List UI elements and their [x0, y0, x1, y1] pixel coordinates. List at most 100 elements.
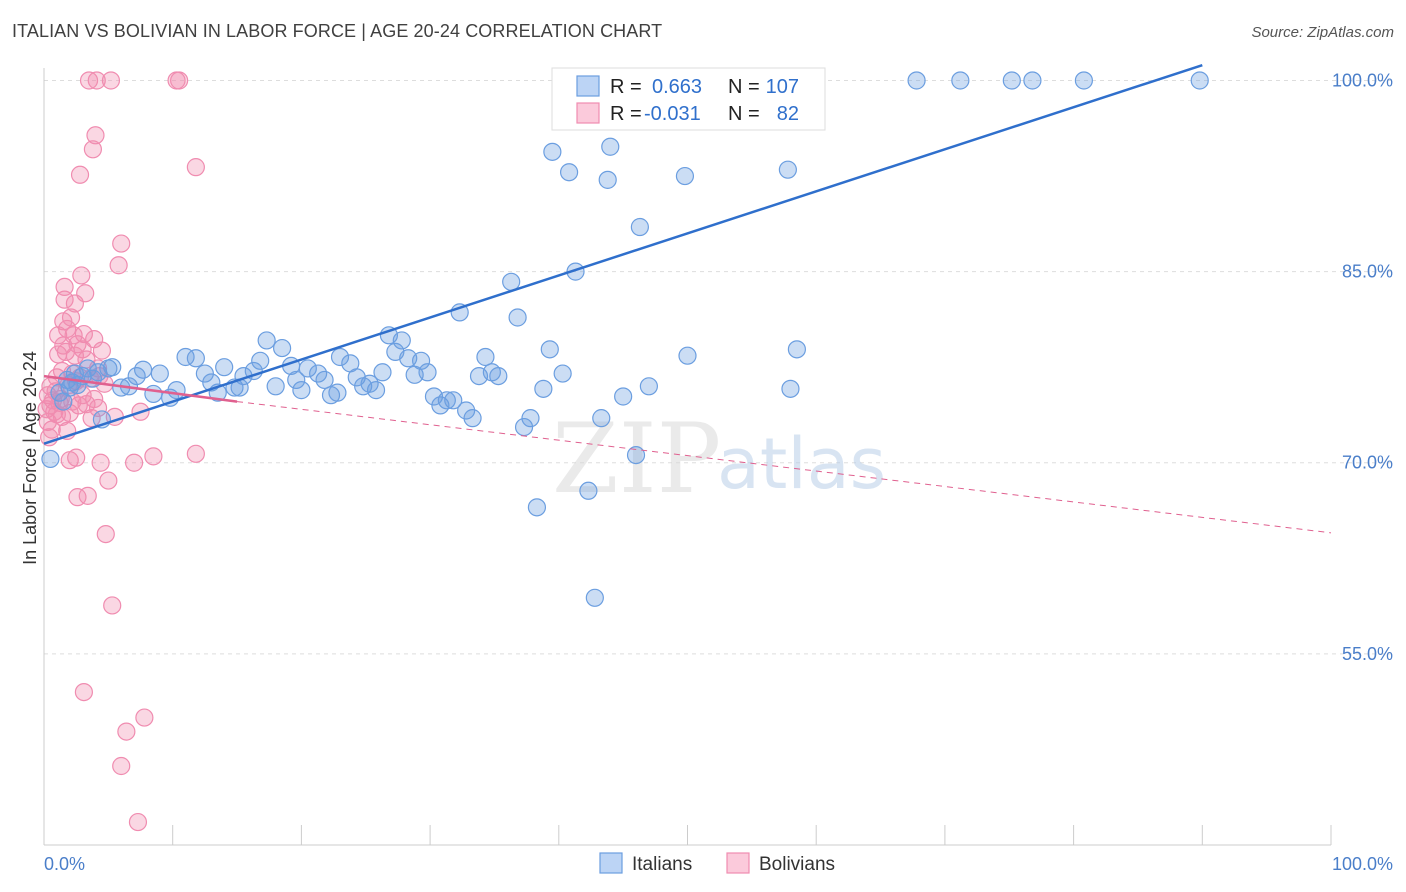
bolivian-point — [79, 71, 99, 90]
italian-point — [330, 347, 350, 367]
legend-italians-r-label: R = — [610, 76, 642, 98]
bolivians-trend-line-dashed — [236, 401, 1332, 534]
bolivian-point — [88, 398, 108, 418]
bolivian-point — [55, 277, 74, 297]
y-tick-label: 70.0% — [1342, 453, 1393, 473]
italian-point — [626, 445, 646, 465]
italian-point — [778, 160, 797, 179]
bottom-legend-italians-label: Italians — [632, 854, 692, 875]
italian-point — [315, 370, 334, 390]
bolivian-point — [70, 165, 90, 184]
italian-point — [559, 163, 579, 182]
italian-point — [907, 71, 926, 90]
legend-bolivians-swatch — [576, 102, 600, 124]
watermark-zip: ZIP — [552, 403, 721, 515]
italian-point — [251, 351, 270, 370]
bolivian-point — [112, 234, 131, 253]
italian-point — [1023, 71, 1042, 90]
bolivian-point — [73, 340, 92, 359]
italian-point — [476, 347, 495, 367]
y-tick-label: 55.0% — [1342, 644, 1393, 664]
italian-point — [489, 366, 508, 386]
italian-point — [418, 363, 437, 382]
italian-point — [534, 379, 553, 398]
italians-points — [41, 71, 1209, 607]
legend-italians-swatch — [576, 75, 600, 97]
italian-point — [287, 370, 306, 390]
watermark: ZIP atlas — [552, 403, 886, 515]
bolivian-point — [170, 71, 189, 90]
bolivian-point — [87, 71, 106, 90]
italian-point — [1190, 71, 1209, 90]
legend-box: R = 0.663 N = 107 R = -0.031 N = 82 — [551, 67, 826, 131]
italian-point — [787, 340, 806, 359]
italian-point — [639, 377, 658, 396]
italian-point — [579, 481, 598, 500]
italian-point — [437, 391, 456, 410]
y-tick-label: 100.0% — [1332, 70, 1393, 90]
bottom-legend: Italians Bolivians — [599, 852, 835, 875]
italian-point — [553, 364, 572, 383]
italian-point — [614, 387, 633, 406]
italian-point — [366, 381, 386, 400]
x-tick-label-max: 100.0% — [1332, 854, 1393, 874]
italian-point — [298, 359, 317, 378]
bolivian-point — [96, 524, 115, 544]
italian-point — [133, 360, 153, 379]
italian-point — [272, 338, 292, 358]
italian-point — [585, 588, 604, 607]
italian-point — [103, 358, 122, 377]
watermark-atlas: atlas — [717, 423, 886, 505]
legend-bolivians-n-value: 82 — [777, 103, 799, 125]
italians-trend-line — [43, 64, 1203, 445]
italian-point — [257, 331, 276, 350]
legend-italians-n-label: N = — [728, 76, 760, 98]
legend-bolivians-r-value: -0.031 — [644, 103, 701, 125]
bolivian-point — [128, 812, 148, 832]
italian-point — [601, 137, 620, 156]
bolivian-point — [72, 266, 91, 285]
italian-point — [598, 170, 617, 189]
bolivian-point — [103, 596, 122, 615]
italian-point — [167, 381, 186, 400]
bolivian-point — [55, 290, 74, 309]
bolivian-point — [109, 256, 128, 275]
legend-italians-n-value: 107 — [766, 76, 799, 98]
bolivian-point — [67, 448, 86, 467]
italian-point — [1074, 71, 1093, 90]
bolivian-point — [49, 326, 68, 345]
italian-point — [392, 331, 411, 350]
italian-point — [328, 383, 347, 402]
italian-point — [508, 308, 527, 327]
italian-point — [195, 364, 214, 383]
italian-point — [78, 359, 97, 378]
italian-point — [592, 409, 611, 428]
italian-point — [630, 217, 649, 237]
bolivian-point — [92, 341, 112, 360]
italian-point — [463, 409, 482, 428]
italian-point — [411, 351, 431, 370]
bottom-legend-italians-swatch — [599, 852, 623, 874]
bolivian-point — [74, 682, 93, 702]
italian-point — [678, 346, 697, 365]
trend-lines — [43, 64, 1332, 534]
bolivian-point — [135, 708, 154, 727]
bolivian-point — [85, 389, 104, 409]
source-label: Source: ZipAtlas.com — [1251, 24, 1394, 41]
bolivian-point — [61, 308, 81, 327]
legend-bolivians-r-label: R = — [610, 103, 642, 125]
bolivian-point — [83, 140, 103, 159]
italian-point — [521, 409, 540, 428]
bolivian-point — [78, 486, 97, 505]
italian-point — [781, 379, 800, 398]
legend-bolivians-n-label: N = — [728, 103, 760, 125]
bolivian-point — [101, 71, 121, 90]
bolivian-point — [117, 722, 136, 741]
italian-point — [1002, 71, 1021, 90]
y-tick-labels: 55.0% 70.0% 85.0% 100.0% — [1332, 70, 1393, 663]
chart-title: ITALIAN VS BOLIVIAN IN LABOR FORCE | AGE… — [12, 21, 663, 41]
bolivian-point — [91, 453, 110, 472]
bolivian-point — [186, 444, 205, 463]
bolivian-point — [112, 756, 131, 776]
